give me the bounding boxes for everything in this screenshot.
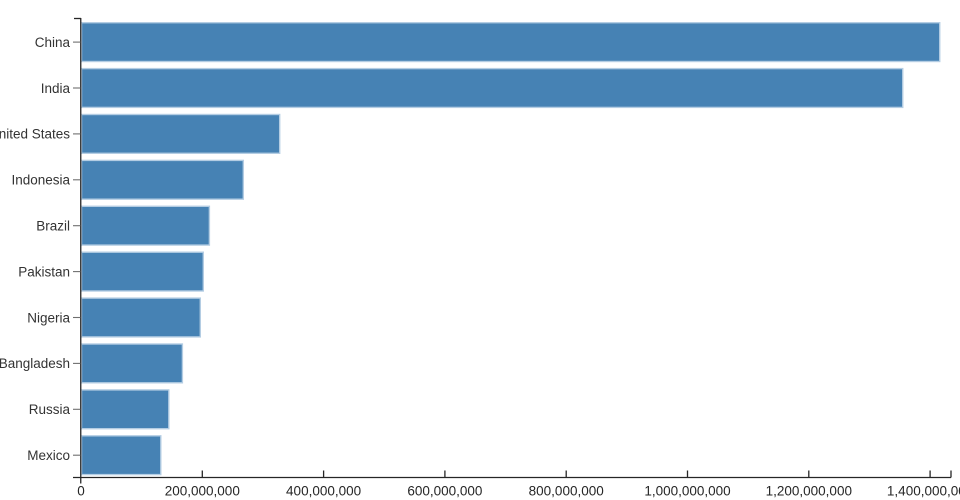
y-tick-label-mexico: Mexico	[27, 448, 70, 463]
y-tick-label-indonesia: Indonesia	[11, 173, 70, 188]
bar-russia	[80, 389, 170, 430]
x-tick-label: 1,400,000,000	[887, 484, 960, 499]
y-tick-label-united-states: United States	[0, 127, 70, 142]
bar-bangladesh	[80, 343, 184, 384]
bar-pakistan	[80, 251, 204, 292]
bar-united-states	[80, 113, 281, 154]
y-tick-label-pakistan: Pakistan	[18, 264, 70, 279]
bar-mexico	[80, 435, 162, 476]
x-tick-label: 600,000,000	[407, 484, 482, 499]
bar-china	[80, 22, 941, 63]
x-tick-label: 400,000,000	[286, 484, 361, 499]
bar-nigeria	[80, 297, 201, 338]
y-tick-label-russia: Russia	[29, 402, 71, 417]
y-tick-label-bangladesh: Bangladesh	[0, 356, 70, 371]
x-tick-label: 800,000,000	[529, 484, 604, 499]
y-tick-label-india: India	[41, 81, 71, 96]
x-tick-label: 1,200,000,000	[766, 484, 852, 499]
x-tick-label: 200,000,000	[165, 484, 240, 499]
y-tick-label-brazil: Brazil	[36, 219, 70, 234]
y-tick-label-china: China	[35, 35, 71, 50]
y-tick-label-nigeria: Nigeria	[27, 310, 70, 325]
x-tick-label: 1,000,000,000	[644, 484, 730, 499]
bar-brazil	[80, 205, 211, 246]
bar-india	[80, 67, 904, 109]
x-tick-label: 0	[77, 484, 85, 499]
bar-indonesia	[80, 159, 245, 200]
